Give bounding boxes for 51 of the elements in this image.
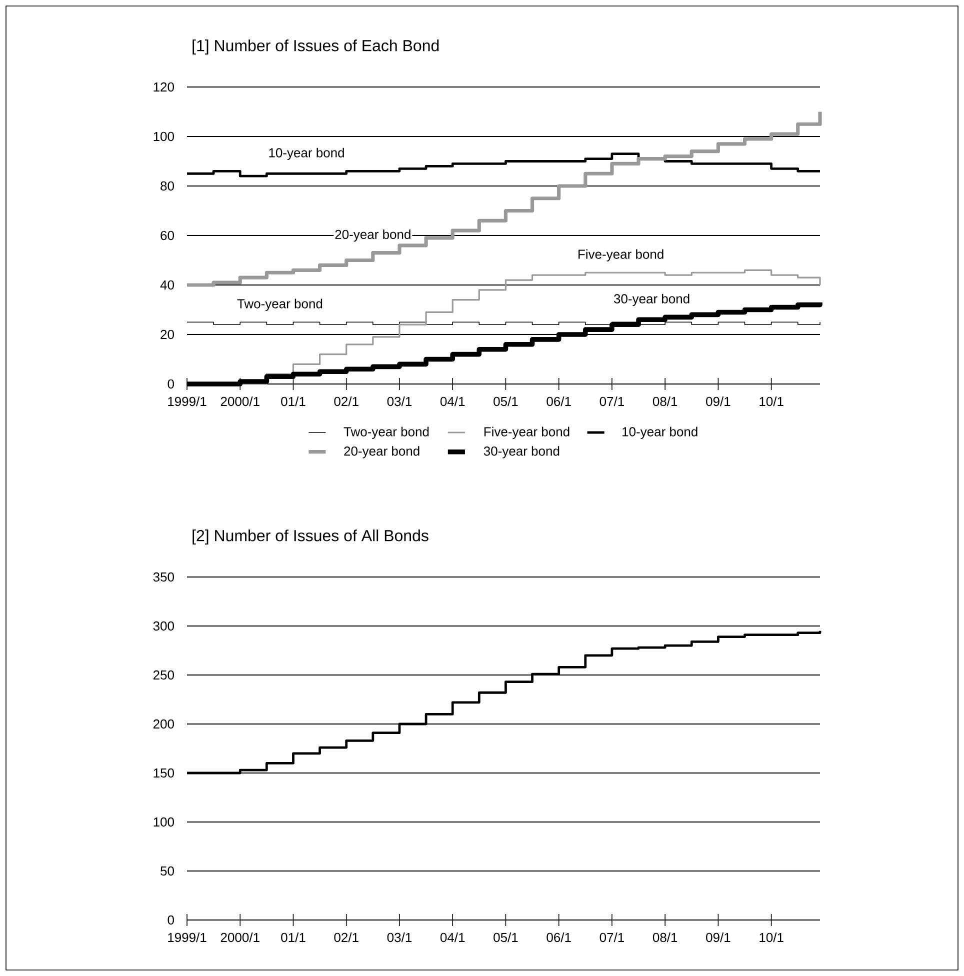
annotation: 10-year bond — [269, 148, 344, 160]
x-tick-label: 05/1 — [494, 396, 518, 406]
legend-label: 20-year bond — [344, 446, 420, 458]
y-tick-label: 80 — [160, 181, 174, 191]
legend-label: 30-year bond — [484, 446, 560, 458]
y-tick-label: 120 — [154, 82, 174, 92]
x-tick-label: 07/1 — [600, 396, 624, 406]
x-tick-label: 08/1 — [652, 932, 678, 942]
x-tick-label: 03/1 — [387, 396, 412, 406]
x-tick-label: 10/1 — [760, 932, 784, 942]
x-tick-label: 09/1 — [706, 932, 730, 942]
annotation: 30-year bond — [614, 294, 690, 306]
y-tick-label: 250 — [153, 670, 174, 680]
x-tick-label: 09/1 — [706, 396, 730, 406]
annotation: Two-year bond — [237, 298, 322, 311]
y-tick-label: 350 — [153, 572, 174, 582]
x-tick-label: 2000/1 — [220, 396, 260, 406]
x-tick-label: 1999/1 — [168, 396, 206, 406]
y-tick-label: 100 — [154, 817, 174, 827]
x-tick-label: 01/1 — [281, 932, 306, 942]
y-tick-label: 0 — [168, 379, 174, 389]
y-tick-label: 60 — [160, 230, 174, 240]
annotation: Five-year bond — [578, 249, 664, 262]
x-tick-label: 2000/1 — [220, 932, 260, 942]
y-tick-label: 300 — [153, 621, 174, 631]
legend-label: Five-year bond — [484, 426, 570, 439]
y-tick-label: 40 — [160, 280, 174, 290]
y-tick-label: 50 — [160, 866, 174, 876]
annotation: 20-year bond — [335, 229, 410, 242]
x-tick-label: 10/1 — [760, 396, 784, 406]
x-tick-label: 04/1 — [440, 932, 465, 942]
y-tick-label: 20 — [160, 330, 174, 340]
x-tick-label: 05/1 — [494, 932, 518, 942]
y-tick-label: 0 — [168, 915, 174, 925]
x-tick-label: 04/1 — [440, 396, 465, 406]
x-tick-label: 06/1 — [546, 396, 571, 406]
x-tick-label: 02/1 — [334, 396, 358, 406]
y-tick-label: 150 — [154, 768, 174, 778]
legend-label: Two-year bond — [344, 426, 429, 439]
y-tick-label: 100 — [154, 132, 174, 142]
x-tick-label: 02/1 — [334, 932, 358, 942]
x-tick-label: 08/1 — [652, 396, 678, 406]
chart-title: [2] Number of Issues of All Bonds — [192, 530, 428, 544]
x-tick-label: 06/1 — [546, 932, 571, 942]
x-tick-label: 01/1 — [281, 396, 306, 406]
x-tick-label: 07/1 — [600, 932, 624, 942]
legend-label: 10-year bond — [622, 426, 698, 439]
x-tick-label: 1999/1 — [168, 932, 206, 942]
chart-title: [1] Number of Issues of Each Bond — [192, 40, 439, 54]
y-tick-label: 200 — [153, 719, 174, 729]
x-tick-label: 03/1 — [387, 932, 412, 942]
